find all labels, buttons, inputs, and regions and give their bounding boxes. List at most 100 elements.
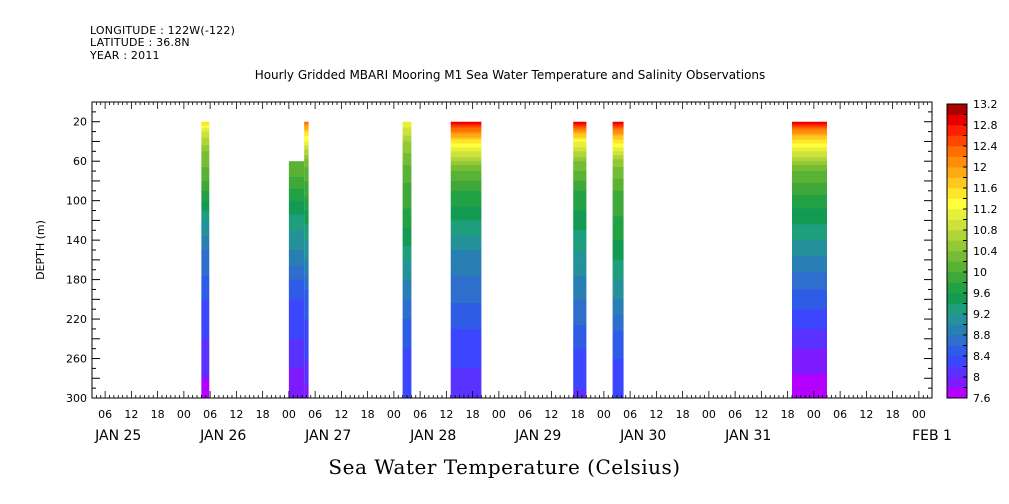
data-cell xyxy=(201,301,210,304)
data-cell xyxy=(201,378,210,381)
colorbar-tick-label: 10.4 xyxy=(973,245,998,258)
data-cell xyxy=(450,321,482,324)
data-cell xyxy=(201,180,210,184)
data-cell xyxy=(450,348,482,352)
data-cell xyxy=(201,326,210,330)
data-cell xyxy=(402,216,412,219)
data-cell xyxy=(402,155,412,158)
data-cell xyxy=(612,319,624,322)
data-cell xyxy=(402,334,412,338)
data-cell xyxy=(792,362,827,365)
data-cell xyxy=(450,222,482,225)
data-cell xyxy=(288,244,305,247)
data-cell xyxy=(450,334,482,338)
data-cell xyxy=(792,167,827,170)
data-cell xyxy=(402,232,412,235)
data-cell xyxy=(288,352,305,356)
data-cell xyxy=(450,388,482,391)
data-cell xyxy=(402,198,412,202)
data-cell xyxy=(201,123,210,127)
data-cell xyxy=(304,165,309,168)
data-cell xyxy=(304,323,309,326)
data-cell xyxy=(304,287,309,290)
data-segment xyxy=(201,121,210,399)
data-cell xyxy=(288,194,305,198)
data-cell xyxy=(792,214,827,217)
data-cell xyxy=(612,242,624,245)
data-cell xyxy=(573,319,587,322)
data-cell xyxy=(304,352,309,356)
data-cell xyxy=(304,344,309,348)
data-cell xyxy=(304,366,309,369)
data-cell xyxy=(402,127,412,131)
data-cell xyxy=(201,386,210,389)
data-cell xyxy=(792,240,827,243)
data-cell xyxy=(612,273,624,277)
data-cell xyxy=(612,186,624,190)
data-cell xyxy=(402,281,412,285)
data-cell xyxy=(573,315,587,318)
data-cell xyxy=(304,246,309,249)
data-cell xyxy=(573,283,587,287)
data-cell xyxy=(304,275,309,279)
data-cell xyxy=(402,224,412,227)
data-cell xyxy=(402,368,412,371)
data-cell xyxy=(450,275,482,279)
data-cell xyxy=(201,324,210,328)
colorbar-swatch xyxy=(947,104,967,115)
data-cell xyxy=(450,153,482,156)
data-cell xyxy=(304,137,309,140)
data-cell xyxy=(304,283,309,287)
data-cell xyxy=(201,204,210,208)
data-cell xyxy=(402,323,412,326)
data-cell xyxy=(612,376,624,379)
data-cell xyxy=(288,374,305,377)
data-cell xyxy=(304,305,309,308)
data-cell xyxy=(792,236,827,239)
colorbar-tick-label: 10.8 xyxy=(973,224,998,237)
data-cell xyxy=(450,230,482,233)
data-cell xyxy=(201,125,210,129)
data-cell xyxy=(612,182,624,186)
data-cell xyxy=(288,198,305,202)
data-cell xyxy=(450,143,482,146)
data-cell xyxy=(402,259,412,263)
data-cell xyxy=(612,212,624,215)
data-cell xyxy=(573,336,587,340)
data-cell xyxy=(792,370,827,373)
data-cell xyxy=(402,305,412,308)
data-cell xyxy=(402,332,412,336)
data-cell xyxy=(201,259,210,263)
data-cell xyxy=(612,121,624,125)
data-cell xyxy=(450,228,482,231)
data-segment xyxy=(450,121,482,399)
data-cell xyxy=(402,358,412,361)
data-cell xyxy=(450,216,482,219)
data-cell xyxy=(201,161,210,164)
data-cell xyxy=(201,250,210,253)
data-cell xyxy=(573,348,587,352)
data-cell xyxy=(402,277,412,281)
data-cell xyxy=(792,317,827,320)
data-cell xyxy=(612,238,624,241)
data-cell xyxy=(792,226,827,229)
data-cell xyxy=(402,204,412,208)
data-cell xyxy=(304,350,309,354)
data-cell xyxy=(792,230,827,233)
data-cell xyxy=(573,208,587,212)
data-cell xyxy=(402,378,412,381)
data-cell xyxy=(304,244,309,247)
data-cell xyxy=(304,313,309,316)
data-cell xyxy=(792,133,827,137)
data-cell xyxy=(450,224,482,227)
colorbar-swatch xyxy=(947,219,967,231)
data-cell xyxy=(201,238,210,241)
data-cell xyxy=(573,344,587,348)
data-cell xyxy=(402,386,412,389)
data-cell xyxy=(450,251,482,255)
data-cell xyxy=(304,153,309,156)
data-cell xyxy=(573,368,587,371)
data-cell xyxy=(201,248,210,251)
data-cell xyxy=(450,210,482,213)
data-cell xyxy=(201,350,210,354)
